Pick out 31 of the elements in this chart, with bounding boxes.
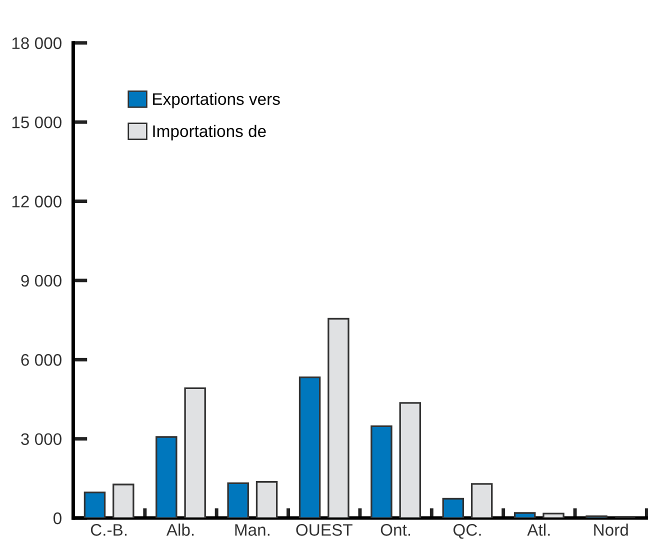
y-tick-label: 9 000 bbox=[21, 274, 62, 287]
bar bbox=[370, 425, 392, 518]
bar bbox=[470, 483, 493, 518]
x-tick-label: QC. bbox=[453, 524, 481, 539]
x-tick-label: C.-B. bbox=[90, 524, 127, 536]
bar bbox=[542, 512, 564, 518]
x-tick-label: Nord bbox=[594, 524, 628, 536]
bar bbox=[227, 482, 249, 518]
bar bbox=[156, 436, 178, 518]
bar bbox=[256, 481, 278, 518]
y-tick-label: 6 000 bbox=[21, 354, 62, 366]
y-tick-label: 0 bbox=[53, 512, 62, 524]
y-tick-label: 3 000 bbox=[21, 433, 62, 446]
bar bbox=[514, 512, 536, 518]
x-tick-label: Man. bbox=[235, 524, 270, 536]
x-tick-label: OUEST bbox=[296, 524, 352, 536]
legend-label: Exportations vers bbox=[153, 92, 280, 108]
bar bbox=[442, 498, 464, 518]
bar bbox=[399, 402, 422, 518]
y-tick-label: 12 000 bbox=[12, 196, 62, 208]
bar bbox=[112, 484, 134, 518]
bar bbox=[84, 492, 106, 518]
bar bbox=[184, 387, 206, 518]
legend-label: Importations de bbox=[153, 124, 266, 140]
bar bbox=[298, 376, 321, 518]
bar bbox=[328, 318, 350, 518]
x-tick-label: Alb. bbox=[166, 524, 194, 536]
y-tick-label: 18 000 bbox=[12, 37, 62, 50]
y-tick-label: 15 000 bbox=[12, 116, 62, 128]
x-tick-label: Ont. bbox=[380, 524, 410, 536]
x-tick-label: Atl. bbox=[527, 524, 550, 536]
